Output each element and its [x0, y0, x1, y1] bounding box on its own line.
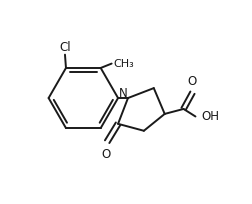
Text: O: O — [188, 75, 197, 88]
Text: O: O — [102, 148, 111, 161]
Text: CH₃: CH₃ — [114, 59, 134, 69]
Text: N: N — [119, 86, 128, 100]
Text: OH: OH — [201, 110, 219, 123]
Text: Cl: Cl — [59, 41, 71, 54]
